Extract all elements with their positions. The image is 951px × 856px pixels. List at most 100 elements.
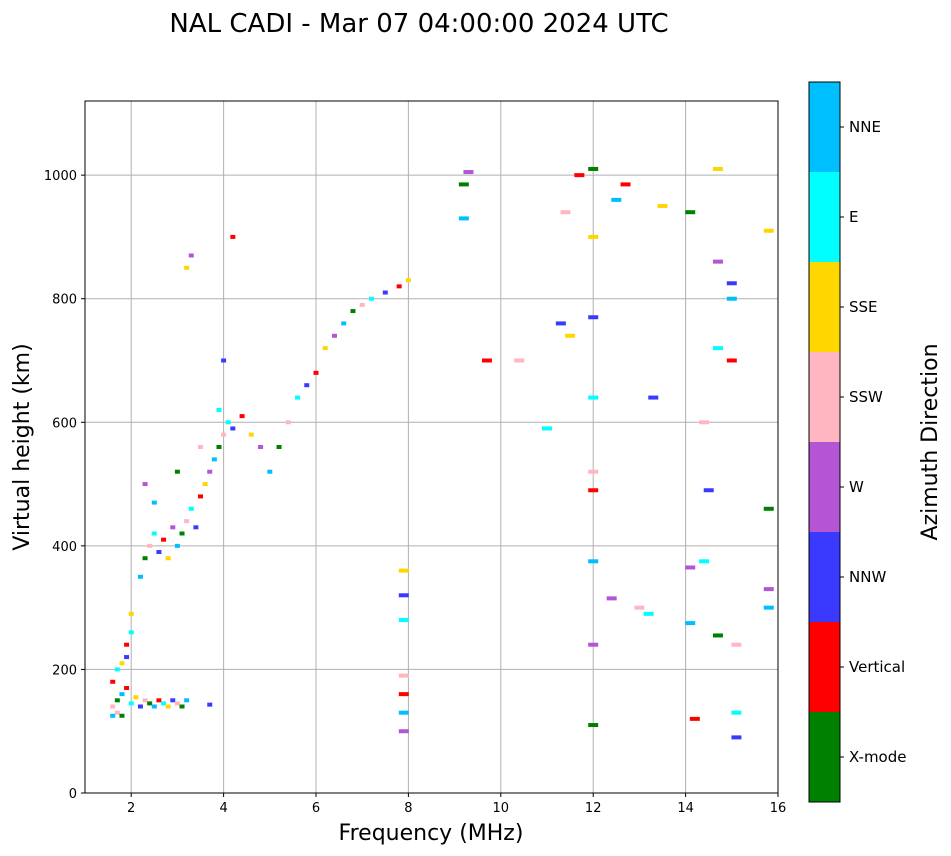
data-point xyxy=(124,685,130,690)
data-point xyxy=(216,407,222,412)
colorbar-tick-label: X-mode xyxy=(849,748,906,766)
data-point xyxy=(685,621,696,626)
y-tick-label: 0 xyxy=(69,787,77,802)
data-point xyxy=(712,259,723,264)
data-point xyxy=(267,469,273,474)
data-point xyxy=(398,673,409,678)
x-tick-label: 14 xyxy=(677,801,694,816)
data-point xyxy=(151,500,157,505)
data-point xyxy=(221,432,227,437)
data-point xyxy=(128,611,134,616)
data-point xyxy=(133,695,139,700)
data-point xyxy=(588,395,599,400)
data-point xyxy=(110,713,116,718)
data-point xyxy=(239,414,245,419)
data-point xyxy=(331,333,337,338)
data-point xyxy=(230,234,236,239)
x-tick-label: 6 xyxy=(312,801,320,816)
data-point xyxy=(124,655,130,660)
colorbar-segment xyxy=(809,532,840,622)
data-point xyxy=(699,559,710,564)
data-point xyxy=(221,358,227,363)
chart-title: NAL CADI - Mar 07 04:00:00 2024 UTC xyxy=(169,9,668,39)
data-point xyxy=(165,704,171,709)
data-point xyxy=(560,210,571,215)
data-point xyxy=(588,642,599,647)
data-point xyxy=(216,445,222,449)
data-point xyxy=(119,661,125,666)
data-point xyxy=(588,234,599,239)
data-points xyxy=(110,166,774,740)
data-point xyxy=(731,710,742,715)
data-point xyxy=(258,445,264,449)
colorbar: X-mode Vertical NNW W SSW SSE E NNE xyxy=(808,81,906,803)
colorbar-segment xyxy=(809,352,840,442)
data-point xyxy=(463,170,474,175)
x-tick-label: 12 xyxy=(585,801,602,816)
data-point xyxy=(322,346,328,351)
data-point xyxy=(763,506,774,511)
colorbar-segment xyxy=(809,712,840,802)
colorbar-tick-label: NNW xyxy=(849,568,886,586)
data-point xyxy=(606,596,617,601)
data-point xyxy=(657,204,668,209)
data-point xyxy=(368,296,374,301)
x-tick-label: 10 xyxy=(493,801,510,816)
plot-frame xyxy=(84,100,779,794)
data-point xyxy=(396,284,402,289)
y-tick-label: 400 xyxy=(52,540,77,555)
data-point xyxy=(188,253,194,258)
data-point xyxy=(124,642,130,647)
data-point xyxy=(542,426,552,431)
data-point xyxy=(685,565,696,570)
data-point xyxy=(165,556,171,561)
y-tick-label: 600 xyxy=(52,416,77,431)
colorbar-frame xyxy=(808,81,841,803)
axis-ticks: 2 4 6 8 10 12 14 16 0 200 400 600 800 1000 xyxy=(44,169,786,816)
data-point xyxy=(481,358,492,363)
data-point xyxy=(699,420,710,425)
data-point xyxy=(161,537,167,542)
data-point xyxy=(405,278,411,283)
data-point xyxy=(202,482,208,487)
data-point xyxy=(588,166,599,171)
data-point xyxy=(514,358,525,363)
data-point xyxy=(156,698,162,703)
data-point xyxy=(731,735,742,740)
y-tick-label: 200 xyxy=(52,663,77,678)
colorbar-segment xyxy=(809,622,840,712)
data-point xyxy=(225,420,231,425)
colorbar-segment xyxy=(809,442,840,532)
data-point xyxy=(276,445,282,449)
data-point xyxy=(207,702,213,707)
data-point xyxy=(588,469,599,474)
data-point xyxy=(763,587,774,592)
y-tick-label: 800 xyxy=(52,293,77,308)
gridlines xyxy=(85,101,779,794)
data-point xyxy=(110,679,116,684)
data-point xyxy=(565,333,576,338)
data-point xyxy=(211,457,217,462)
data-point xyxy=(114,667,120,672)
data-point xyxy=(156,550,162,555)
data-point xyxy=(147,543,153,548)
data-point xyxy=(142,482,148,487)
colorbar-label: Azimuth Direction xyxy=(918,343,943,540)
data-point xyxy=(114,698,120,703)
data-point xyxy=(398,593,409,598)
data-point xyxy=(119,692,125,697)
colorbar-tick-label: NNE xyxy=(849,118,881,136)
data-point xyxy=(689,716,700,721)
data-point xyxy=(174,701,180,706)
data-point xyxy=(151,704,157,709)
data-point xyxy=(174,543,180,548)
data-point xyxy=(147,701,153,706)
data-point xyxy=(142,698,148,703)
data-point xyxy=(712,633,723,638)
data-point xyxy=(207,469,213,474)
data-point xyxy=(174,469,180,474)
data-point xyxy=(161,701,167,706)
data-point xyxy=(170,525,176,530)
x-axis-label: Frequency (MHz) xyxy=(339,821,524,846)
